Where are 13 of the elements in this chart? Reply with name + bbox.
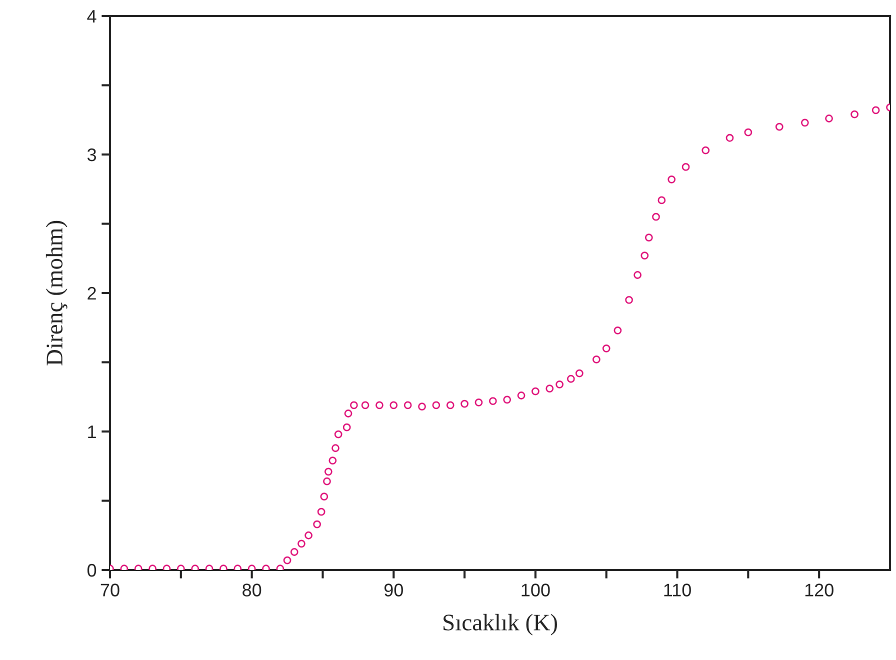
y-axis-title: Direnç (mohm) xyxy=(46,220,68,366)
y-tick-label: 3 xyxy=(87,148,96,162)
y-tick-label: 4 xyxy=(87,10,96,23)
x-tick-label: 100 xyxy=(522,584,550,596)
y-tick-label: 2 xyxy=(88,286,96,300)
y-tick-label: 1 xyxy=(88,426,96,438)
x-tick-label: 70 xyxy=(100,584,120,596)
x-tick-label: 80 xyxy=(242,584,262,596)
x-axis-title: Sıcaklık (K) xyxy=(444,614,557,636)
x-tick-label: 110 xyxy=(664,584,691,596)
x-tick-label: 90 xyxy=(384,584,403,596)
x-tick-label: 120 xyxy=(805,584,834,596)
y-tick-label: 0 xyxy=(87,564,96,577)
